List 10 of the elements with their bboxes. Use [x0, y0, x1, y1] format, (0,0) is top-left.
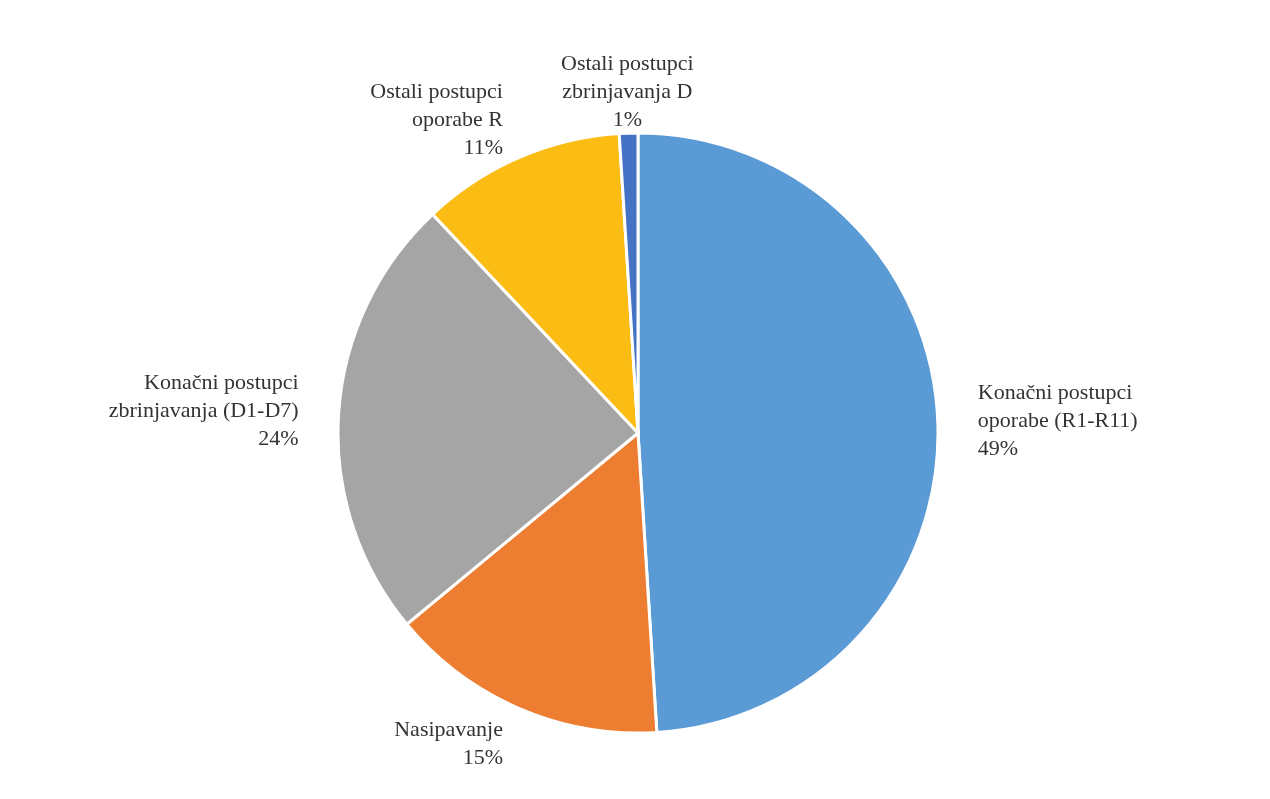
- data-label: 1%: [612, 106, 642, 132]
- slice-label: Ostali postupci zbrinjavanja D: [561, 50, 694, 104]
- data-label: 24%: [258, 424, 299, 450]
- data-label: 49%: [977, 435, 1019, 461]
- slice-label: Konačni postupci oporabe (R1-R11): [977, 379, 1138, 433]
- data-label: 11%: [463, 134, 503, 160]
- slice-label: Ostali postupci oporabe R: [370, 78, 504, 132]
- slice-label: Nasipavanje: [394, 716, 503, 742]
- slice-label: Konačni postupci zbrinjavanja (D1-D7): [108, 368, 299, 422]
- data-label: 15%: [462, 744, 503, 770]
